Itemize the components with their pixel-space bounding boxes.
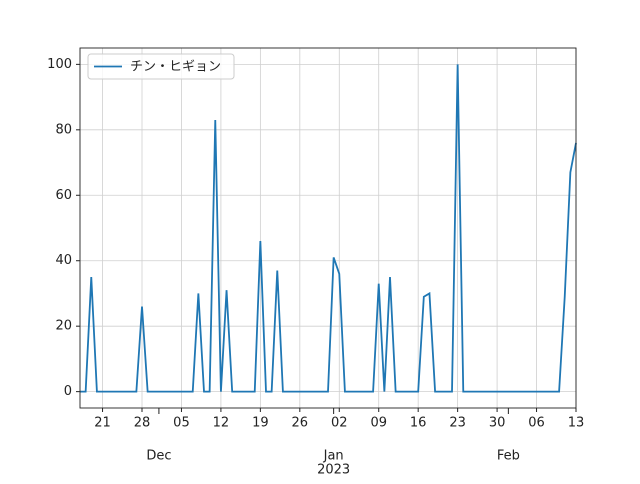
x-tick-label: 09 (370, 416, 387, 431)
x-tick-label: 30 (489, 416, 506, 431)
x-tick-label: 23 (449, 416, 466, 431)
x-month-label: Feb (497, 449, 520, 464)
y-tick-label: 100 (47, 57, 72, 72)
x-tick-label: 16 (410, 416, 427, 431)
legend-label: チン・ヒギョン (130, 60, 221, 75)
legend-box (87, 53, 235, 80)
y-tick-label: 80 (55, 122, 72, 137)
x-tick-label: 26 (292, 416, 309, 431)
x-tick-label: 19 (252, 416, 269, 431)
y-tick-label: 60 (55, 188, 72, 203)
x-tick-label: 02 (331, 416, 348, 431)
axes-frame (79, 47, 577, 409)
x-tick-label: 21 (94, 416, 111, 431)
x-month-label: Dec (146, 449, 171, 464)
x-tick-label: 05 (173, 416, 190, 431)
data-line (80, 64, 577, 393)
x-tick-label: 12 (213, 416, 230, 431)
y-tick-label: 20 (55, 319, 72, 334)
x-tick-label: 13 (568, 416, 585, 431)
x-month-label: Jan (323, 449, 344, 464)
x-year-label: 2023 (317, 463, 350, 478)
y-tick-label: 0 (64, 384, 72, 399)
x-tick-label: 06 (528, 416, 545, 431)
y-tick-label: 40 (55, 253, 72, 268)
x-tick-label: 28 (134, 416, 151, 431)
